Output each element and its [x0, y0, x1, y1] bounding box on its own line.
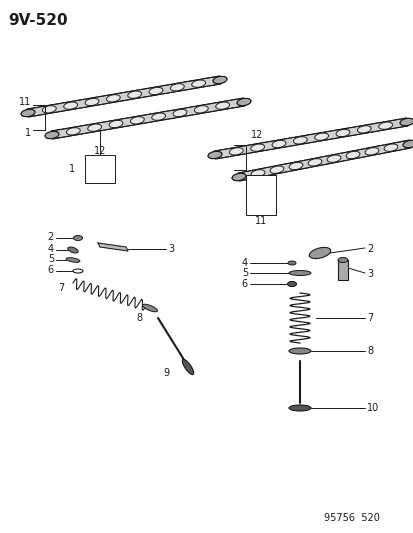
Ellipse shape [345, 151, 359, 159]
Text: 1: 1 [69, 164, 75, 174]
Ellipse shape [64, 102, 77, 109]
Ellipse shape [364, 148, 378, 155]
Ellipse shape [232, 173, 245, 181]
Text: 11: 11 [19, 97, 31, 107]
Ellipse shape [208, 151, 221, 159]
Ellipse shape [399, 118, 413, 126]
Text: 5: 5 [47, 254, 54, 264]
Text: 3: 3 [366, 269, 372, 279]
Polygon shape [214, 118, 407, 159]
Ellipse shape [128, 91, 141, 98]
Ellipse shape [287, 261, 295, 265]
Ellipse shape [66, 128, 80, 135]
Ellipse shape [337, 257, 347, 262]
Ellipse shape [269, 166, 283, 173]
Ellipse shape [356, 126, 370, 133]
Text: 8: 8 [366, 346, 372, 356]
Text: 2: 2 [366, 244, 373, 254]
Ellipse shape [287, 281, 296, 287]
Ellipse shape [288, 405, 310, 411]
Ellipse shape [74, 236, 82, 240]
Ellipse shape [149, 87, 163, 95]
Ellipse shape [85, 99, 99, 106]
Ellipse shape [194, 106, 208, 113]
Bar [245, 175, 275, 215]
Ellipse shape [45, 131, 59, 139]
Ellipse shape [378, 122, 392, 130]
Text: 4: 4 [48, 244, 54, 254]
Ellipse shape [314, 133, 328, 140]
Ellipse shape [335, 130, 349, 136]
Bar [85, 155, 115, 183]
Ellipse shape [326, 155, 340, 163]
Ellipse shape [106, 95, 120, 102]
Ellipse shape [21, 109, 35, 117]
Ellipse shape [293, 136, 306, 144]
Ellipse shape [152, 113, 165, 120]
Ellipse shape [130, 117, 144, 124]
Text: 7: 7 [57, 283, 64, 293]
Ellipse shape [191, 80, 205, 87]
Ellipse shape [237, 99, 250, 106]
Polygon shape [237, 140, 410, 181]
Ellipse shape [109, 120, 123, 127]
Ellipse shape [250, 144, 264, 151]
Text: 11: 11 [254, 216, 266, 226]
Ellipse shape [173, 109, 187, 117]
Text: 1: 1 [233, 148, 240, 158]
Ellipse shape [288, 163, 302, 169]
Text: 7: 7 [366, 313, 373, 323]
Text: 6: 6 [48, 265, 54, 275]
Ellipse shape [402, 140, 413, 148]
Ellipse shape [309, 247, 330, 259]
Text: 2: 2 [47, 232, 54, 242]
Ellipse shape [208, 151, 221, 159]
Ellipse shape [288, 271, 310, 276]
Ellipse shape [142, 304, 157, 312]
Polygon shape [27, 76, 220, 117]
Ellipse shape [307, 159, 321, 166]
Text: 3: 3 [168, 244, 174, 254]
Ellipse shape [88, 124, 101, 131]
Text: 95756  520: 95756 520 [323, 513, 379, 523]
Text: 9V-520: 9V-520 [8, 13, 67, 28]
Ellipse shape [21, 109, 35, 117]
Text: 12: 12 [94, 146, 106, 156]
Bar [337, 260, 347, 280]
Ellipse shape [399, 118, 413, 126]
Polygon shape [98, 243, 128, 251]
Ellipse shape [170, 84, 184, 91]
Text: 12: 12 [250, 130, 263, 140]
Text: 5: 5 [241, 268, 247, 278]
Ellipse shape [66, 257, 80, 262]
Text: 4: 4 [241, 258, 247, 268]
Text: 10: 10 [366, 403, 378, 413]
Text: 8: 8 [137, 313, 142, 323]
Ellipse shape [42, 106, 56, 113]
Ellipse shape [73, 269, 83, 273]
Ellipse shape [182, 359, 193, 375]
Text: 6: 6 [241, 279, 247, 289]
Ellipse shape [237, 99, 250, 106]
Ellipse shape [68, 247, 78, 253]
Ellipse shape [402, 140, 413, 148]
Ellipse shape [213, 76, 226, 84]
Ellipse shape [251, 169, 264, 177]
Ellipse shape [213, 76, 226, 84]
Ellipse shape [383, 144, 397, 151]
Ellipse shape [232, 173, 245, 181]
Text: 1: 1 [25, 128, 31, 138]
Polygon shape [51, 98, 244, 139]
Ellipse shape [288, 348, 310, 354]
Ellipse shape [215, 102, 229, 109]
Ellipse shape [229, 148, 243, 155]
Ellipse shape [271, 140, 285, 148]
Ellipse shape [45, 131, 59, 139]
Text: 9: 9 [163, 368, 169, 378]
